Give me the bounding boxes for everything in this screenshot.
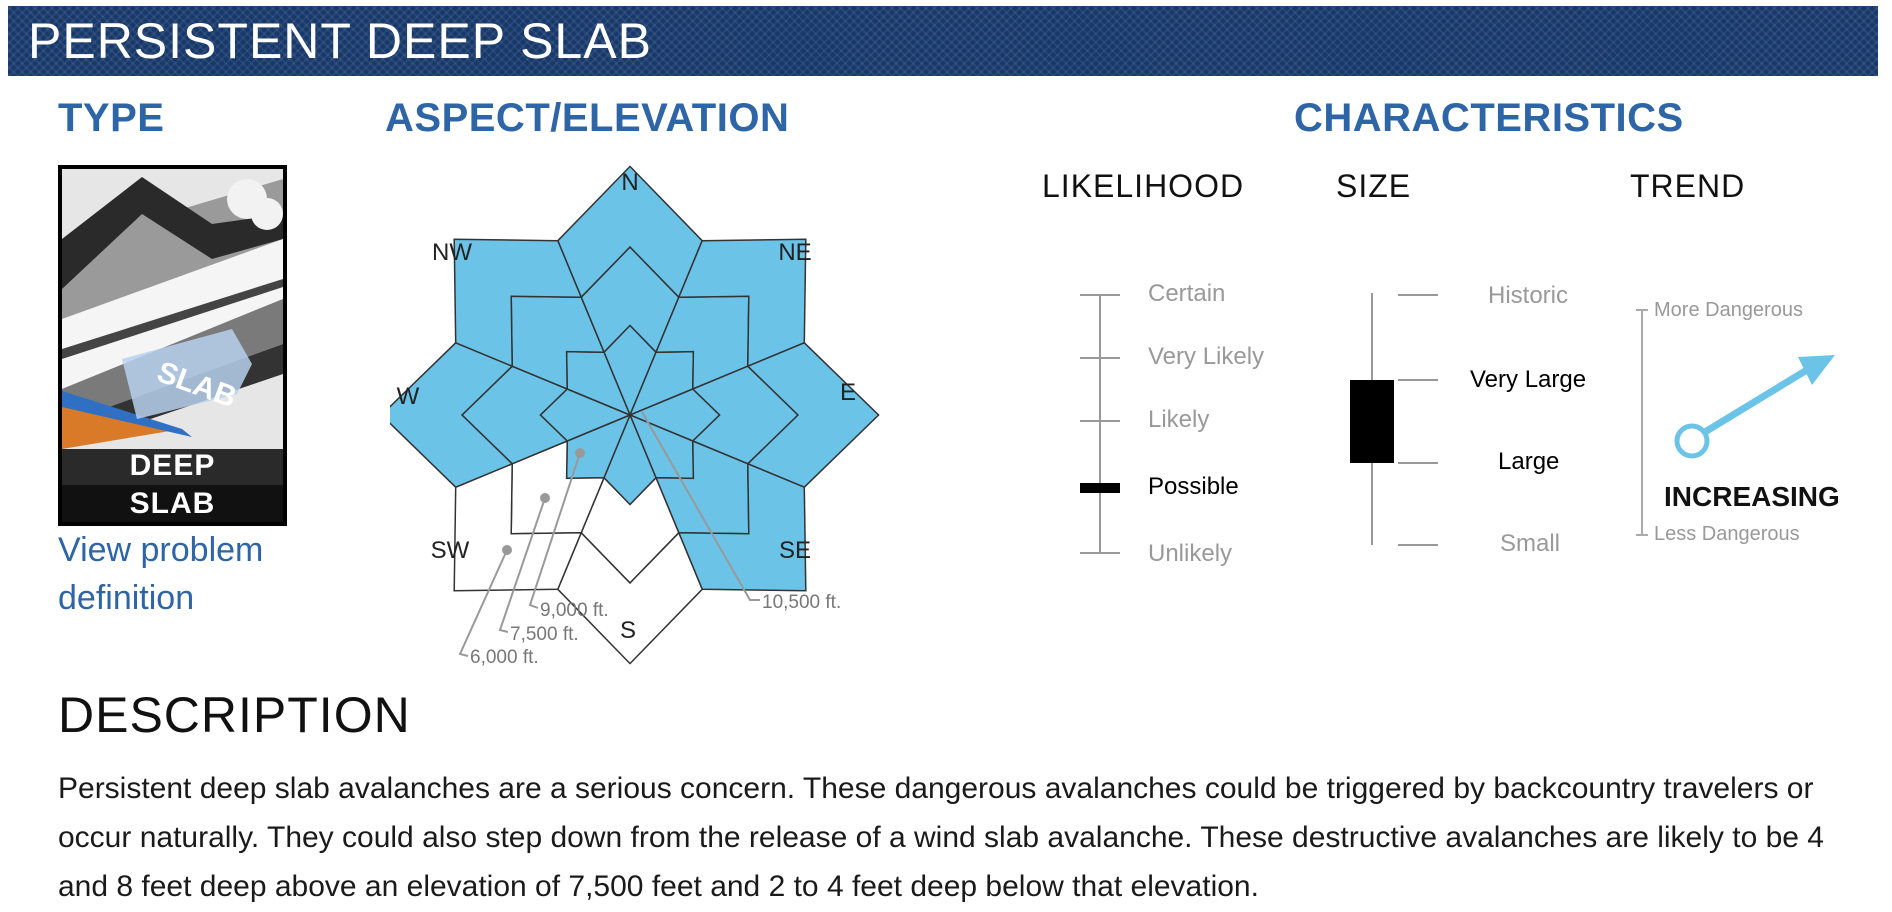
size-small: Small (1500, 530, 1561, 557)
direction-s: S (620, 617, 636, 644)
rose-cell-nw-band2 (453, 238, 583, 368)
aspect-elevation-rose: N NE E SE S SW W NW 10,500 ft. 9,000 ft.… (390, 165, 880, 668)
type-icon-label-line1: DEEP (129, 449, 216, 482)
description-text: Persistent deep slab avalanches are a se… (58, 772, 1824, 903)
direction-se: SE (779, 537, 811, 564)
trend-more-dangerous: More Dangerous (1654, 299, 1803, 321)
rose-cells (390, 165, 880, 665)
aspect-elevation-heading: ASPECT/ELEVATION (385, 96, 790, 140)
direction-e: E (840, 379, 856, 406)
trend-arrow-head (1798, 355, 1835, 385)
trend-less-dangerous: Less Dangerous (1654, 523, 1800, 545)
direction-ne: NE (778, 239, 811, 266)
characteristics-heading: CHARACTERISTICS (1294, 96, 1684, 140)
elevation-6000: 6,000 ft. (470, 647, 539, 668)
description-heading: DESCRIPTION (58, 687, 411, 743)
deep-slab-icon: SLAB DEEP SLAB (58, 165, 287, 526)
size-scale-graphic (1350, 293, 1438, 546)
size-selected-range (1350, 380, 1394, 463)
trend-label: TREND (1630, 168, 1746, 204)
direction-w: W (397, 383, 420, 410)
view-problem-definition-link[interactable]: View problem definition (58, 531, 264, 617)
likelihood-label: LIKELIHOOD (1042, 168, 1245, 204)
direction-sw: SW (431, 537, 470, 564)
size-historic: Historic (1488, 282, 1569, 309)
likelihood-possible: Possible (1148, 473, 1239, 500)
likelihood-selected-marker (1080, 483, 1120, 493)
elevation-9000: 9,000 ft. (540, 600, 609, 621)
likelihood-certain: Certain (1148, 280, 1226, 307)
direction-nw: NW (432, 239, 472, 266)
trend-value: INCREASING (1664, 481, 1840, 512)
elevation-7500: 7,500 ft. (510, 624, 579, 645)
likelihood-likely: Likely (1148, 406, 1210, 433)
size-large: Large (1498, 448, 1560, 475)
size-very-large: Very Large (1470, 366, 1587, 393)
trend-graphic (1636, 309, 1835, 536)
type-icon-label-line2: SLAB (129, 487, 216, 520)
trend-arrow-origin (1674, 423, 1710, 459)
likelihood-very-likely: Very Likely (1148, 343, 1265, 370)
type-heading: TYPE (58, 96, 165, 140)
problem-title-banner: PERSISTENT DEEP SLAB (8, 6, 1878, 76)
trend-arrow-shaft (1698, 362, 1817, 438)
size-label: SIZE (1336, 168, 1412, 204)
direction-n: N (621, 169, 638, 196)
likelihood-unlikely: Unlikely (1148, 540, 1233, 567)
deep-slab-illustration: SLAB (62, 169, 283, 522)
problem-title: PERSISTENT DEEP SLAB (28, 13, 652, 69)
elevation-10500: 10,500 ft. (762, 592, 841, 613)
likelihood-scale-graphic (1080, 294, 1120, 554)
